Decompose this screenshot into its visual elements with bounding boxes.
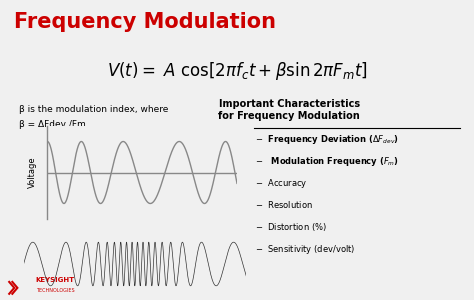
Text: Time: Time [210,207,232,216]
Text: Important Characteristics
for Frequency Modulation: Important Characteristics for Frequency … [218,99,360,121]
Text: Voltage: Voltage [28,157,36,188]
Text: $-$  Sensitivity (dev/volt): $-$ Sensitivity (dev/volt) [255,243,356,256]
Text: β = ΔFdev /Fm: β = ΔFdev /Fm [19,120,86,129]
Text: $-$  Frequency Deviation ($\Delta F_{dev}$): $-$ Frequency Deviation ($\Delta F_{dev}… [255,134,399,146]
Text: $-$   Modulation Frequency ($F_m$): $-$ Modulation Frequency ($F_m$) [255,155,399,168]
Text: Frequency Modulation: Frequency Modulation [14,12,276,32]
Text: $V(t) =\ A\ \cos[2\pi f_c t + \beta\sin 2\pi F_m t]$: $V(t) =\ A\ \cos[2\pi f_c t + \beta\sin … [107,60,367,82]
Text: $-$  Resolution: $-$ Resolution [255,199,313,210]
Text: β is the modulation index, where: β is the modulation index, where [19,105,168,114]
Text: $-$  Accuracy: $-$ Accuracy [255,177,308,190]
Text: $-$  Distortion (%): $-$ Distortion (%) [255,221,327,233]
Text: KEYSIGHT: KEYSIGHT [36,278,75,284]
Text: TECHNOLOGIES: TECHNOLOGIES [36,288,74,293]
